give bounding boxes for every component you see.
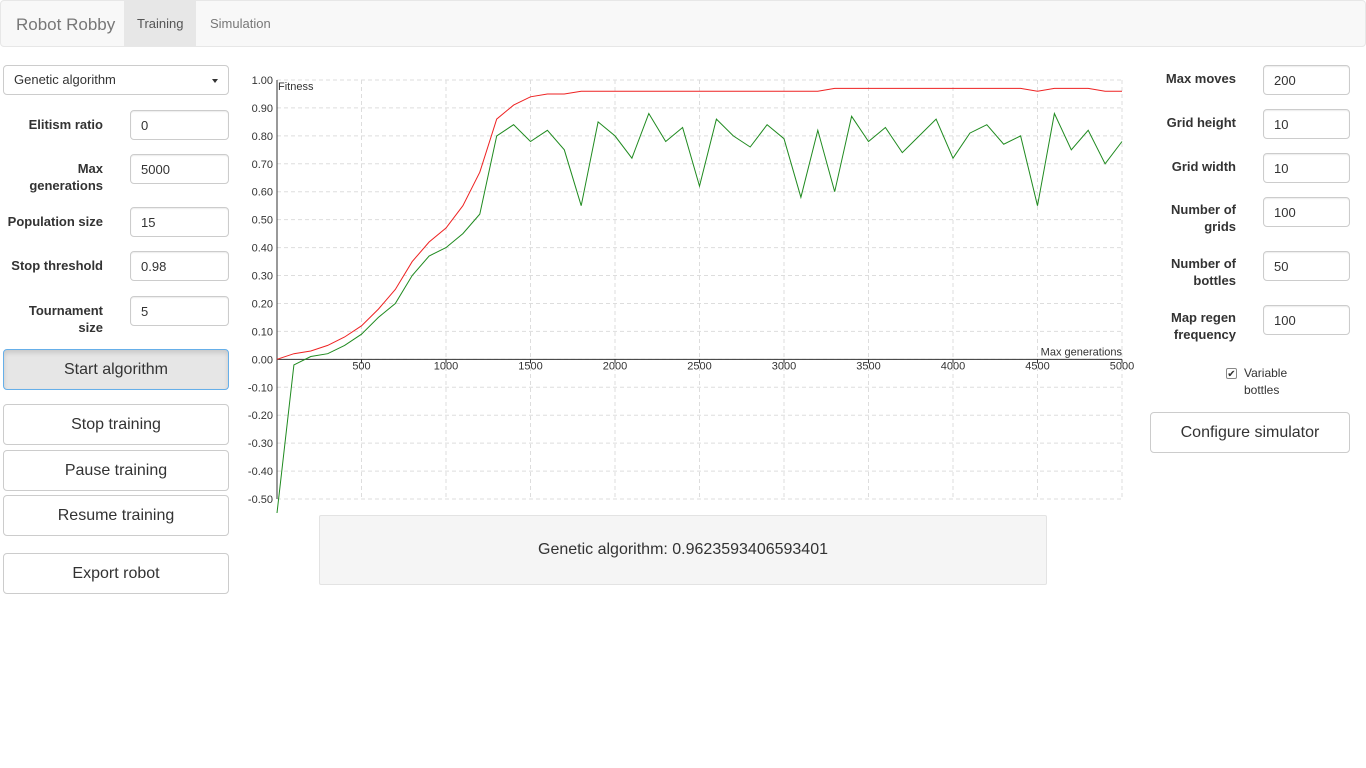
- field-label: Tournament size: [28, 303, 103, 335]
- field-label: Population size: [7, 214, 103, 229]
- text-input[interactable]: 100: [1263, 305, 1350, 335]
- y-tick-label: 0.90: [252, 103, 273, 115]
- y-tick-label: 0.40: [252, 243, 273, 255]
- y-tick-label: -0.40: [248, 466, 273, 478]
- y-tick-label: -0.20: [248, 410, 273, 422]
- button[interactable]: Pause training: [3, 450, 229, 491]
- x-tick-label: 5000: [1110, 360, 1134, 372]
- algorithm-select[interactable]: Genetic algorithm: [3, 65, 229, 95]
- button[interactable]: Resume training: [3, 495, 229, 536]
- y-tick-label: 0.50: [252, 215, 273, 227]
- series-line: [276, 87, 1122, 360]
- x-tick-label: 2000: [603, 360, 627, 372]
- y-tick-label: 1.00: [252, 75, 273, 87]
- field-label: Max moves: [1165, 71, 1236, 86]
- text-input[interactable]: 5000: [130, 154, 229, 184]
- tab[interactable]: Training: [124, 1, 197, 46]
- y-axis-label: Fitness: [278, 81, 314, 93]
- button[interactable]: Configure simulator: [1150, 412, 1350, 453]
- chart: -0.50 -0.40 -0.30 -0.20 -0.10 0.00 0.10 0.20 0.3…: [248, 75, 1134, 514]
- y-tick-label: 0.20: [252, 298, 273, 310]
- y-tick-label: 0.10: [252, 326, 273, 338]
- x-tick-label: 4000: [941, 360, 965, 372]
- brand[interactable]: Robot Robby: [16, 15, 116, 34]
- field-label: Grid width: [1171, 159, 1236, 174]
- checkbox-label[interactable]: Variable bottles: [1244, 366, 1288, 397]
- y-tick-label: 0.00: [252, 354, 273, 366]
- text-input[interactable]: 5: [130, 296, 229, 326]
- text-input[interactable]: 10: [1263, 109, 1350, 139]
- text-input[interactable]: 15: [130, 207, 229, 237]
- navbar: Robot Robby Training Simulation: [0, 0, 1366, 47]
- x-tick-label: 4500: [1025, 360, 1049, 372]
- text-input[interactable]: 100: [1263, 197, 1350, 227]
- y-tick-label: -0.10: [248, 382, 273, 394]
- x-tick-label: 2500: [687, 360, 711, 372]
- text-input[interactable]: 0: [130, 110, 229, 140]
- x-tick-label: 500: [352, 360, 370, 372]
- field-label: Max generations: [29, 161, 103, 193]
- field-label: Elitism ratio: [28, 117, 103, 132]
- checkbox[interactable]: ✔: [1226, 368, 1237, 380]
- field-label: Number of grids: [1171, 202, 1236, 234]
- y-tick-label: 0.60: [252, 187, 273, 199]
- x-tick-label: 3500: [856, 360, 880, 372]
- x-tick-label: 1000: [434, 360, 458, 372]
- y-tick-label: -0.50: [248, 494, 273, 506]
- x-tick-label: 1500: [518, 360, 542, 372]
- text-input[interactable]: 10: [1263, 153, 1350, 183]
- y-tick-label: 0.30: [252, 271, 273, 283]
- button[interactable]: Stop training: [3, 404, 229, 445]
- button[interactable]: Start algorithm: [3, 349, 229, 390]
- button[interactable]: Export robot: [3, 553, 229, 594]
- y-tick-label: -0.30: [248, 438, 273, 450]
- field-label: Map regen frequency: [1170, 310, 1236, 342]
- status-panel: Genetic algorithm: 0.9623593406593401: [319, 515, 1047, 585]
- x-tick-label: 3000: [772, 360, 796, 372]
- field-label: Grid height: [1166, 115, 1236, 130]
- text-input[interactable]: 0.98: [130, 251, 229, 281]
- tab[interactable]: Simulation: [210, 16, 271, 31]
- x-axis-label: Max generations: [1041, 346, 1123, 358]
- field-label: Number of bottles: [1171, 256, 1236, 288]
- text-input[interactable]: 200: [1263, 65, 1350, 95]
- y-tick-label: 0.70: [252, 159, 273, 171]
- text-input[interactable]: 50: [1263, 251, 1350, 281]
- field-label: Stop threshold: [11, 258, 103, 273]
- y-tick-label: 0.80: [252, 131, 273, 143]
- series-line: [276, 111, 1123, 514]
